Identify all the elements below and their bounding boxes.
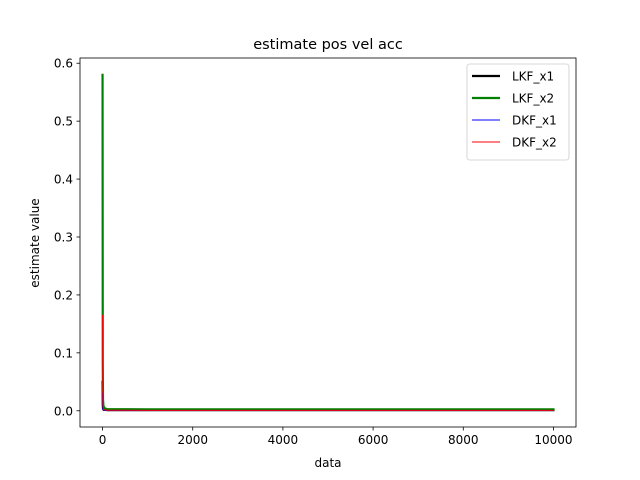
y-tick-label: 0.2 [54,288,73,302]
x-tick-label: 6000 [358,433,389,447]
y-tick-label: 0.4 [54,173,73,187]
series-group [101,73,555,412]
y-tick-label: 0.1 [54,346,73,360]
axes-frame [79,57,577,428]
legend: LKF_x1 LKF_x2 DKF_x1 DKF_x2 [466,63,570,161]
x-tick-label: 0 [99,433,107,447]
plot-area [101,73,555,412]
legend-label-dkf-x1: DKF_x1 [512,114,557,128]
legend-label-lkf-x1: LKF_x1 [512,70,554,84]
y-tick-label: 0.5 [54,115,73,129]
series-line-dkf-x2 [102,314,554,411]
legend-label-lkf-x2: LKF_x2 [512,92,554,106]
x-tick-label: 4000 [268,433,299,447]
y-axis-label: estimate value [28,198,42,287]
x-tick-label: 10000 [534,433,572,447]
chart-title: estimate pos vel acc [253,37,403,53]
x-tick-label: 8000 [448,433,479,447]
y-tick-label: 0.3 [54,230,73,244]
axes: 0 2000 4000 6000 8000 10000 0.0 0.1 0.2 0.3 0.4 0.5… [54,57,577,447]
x-tick-label: 2000 [177,433,208,447]
y-tick-label: 0.0 [54,404,73,418]
legend-box [466,63,570,161]
x-axis-label: data [314,456,341,470]
y-tick-label: 0.6 [54,57,73,71]
legend-label-dkf-x2: DKF_x2 [512,136,557,150]
